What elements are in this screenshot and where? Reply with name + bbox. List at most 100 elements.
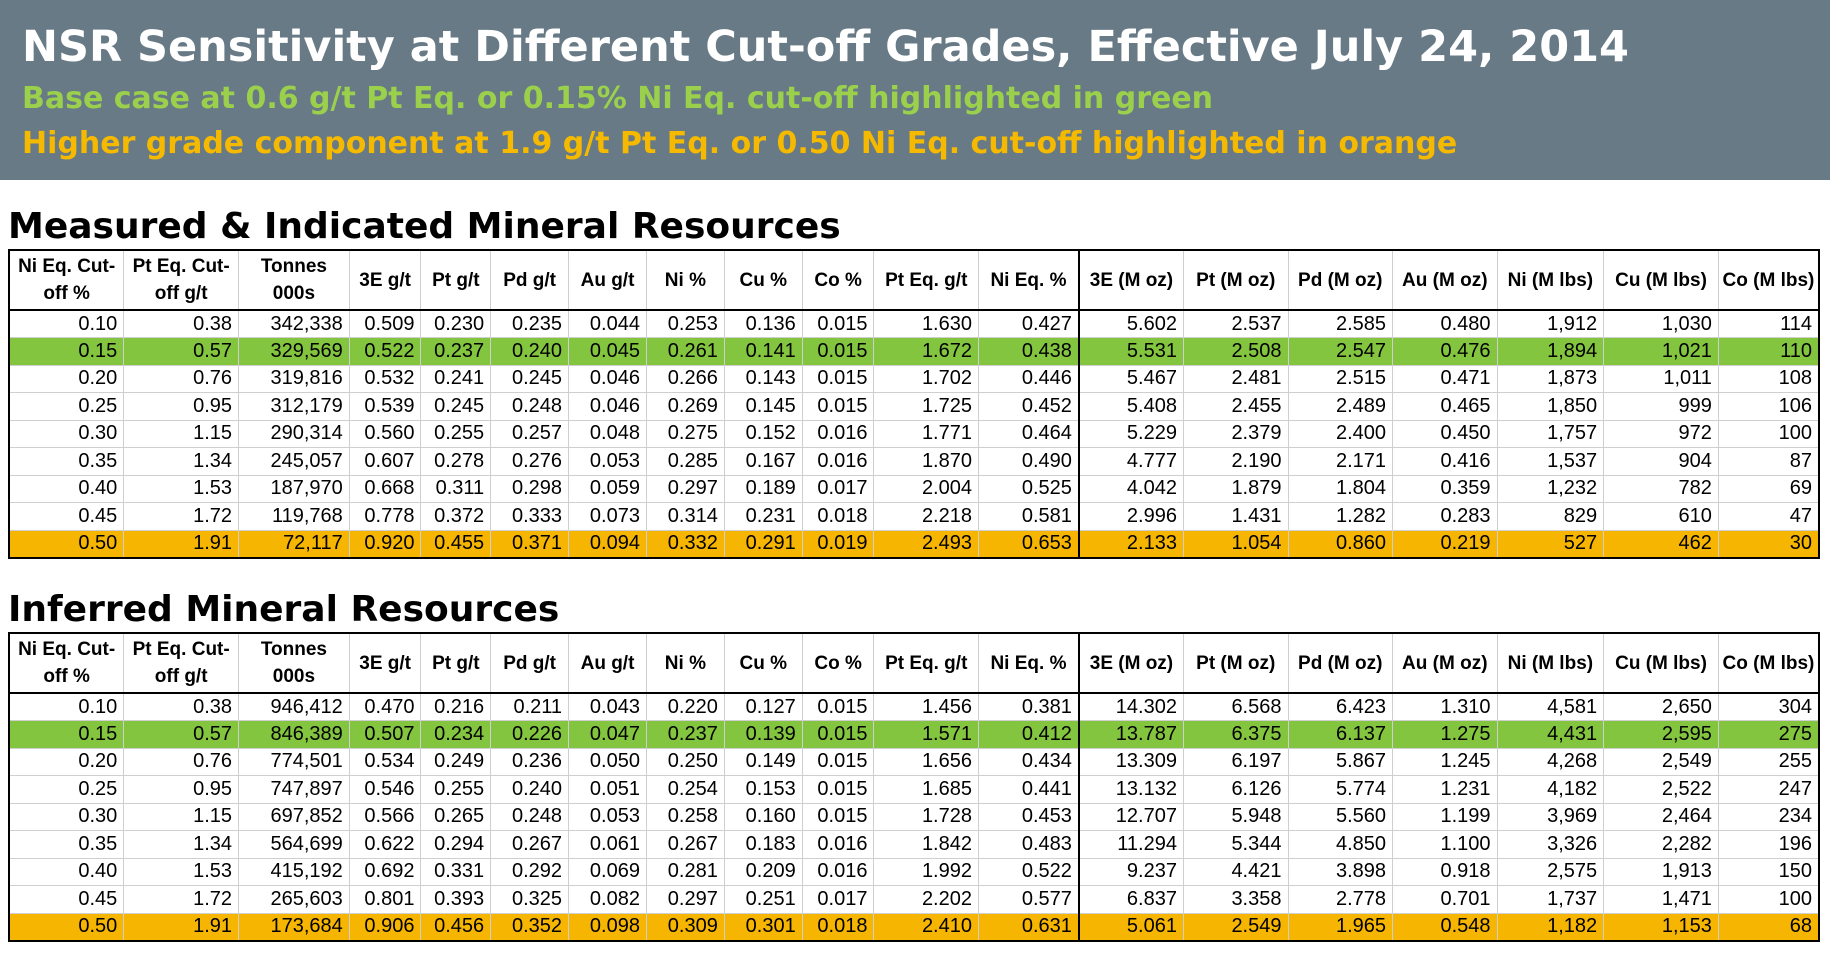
table-cell: 829 [1497, 502, 1605, 531]
table-cell: 2.778 [1288, 885, 1394, 914]
column-header: Ni % [646, 250, 725, 311]
table-cell: 6.837 [1078, 885, 1184, 914]
table-cell: 13.309 [1078, 748, 1184, 776]
table-cell: 0.278 [420, 447, 492, 476]
table-row: 0.35 1.34 564,699 0.622 0.294 0.267 0.061 0.267… [9, 830, 1820, 859]
table-cell: 2.508 [1183, 337, 1289, 366]
table-cell: 5.948 [1183, 803, 1289, 831]
table-row: 0.10 0.38 342,338 0.509 0.230 0.235 0.044 0.253… [9, 310, 1820, 338]
table-cell: 0.480 [1392, 310, 1498, 338]
column-header: Pd g/t [490, 633, 570, 694]
table-row: 0.20 0.76 319,816 0.532 0.241 0.245 0.046 0.266… [9, 365, 1820, 393]
table-cell: 13.787 [1078, 720, 1184, 749]
column-header: Ni (M lbs) [1497, 633, 1605, 694]
table-cell: 1.630 [873, 310, 979, 338]
table-cell: 2.549 [1183, 913, 1289, 941]
table-cell: 0.261 [646, 337, 725, 366]
table-cell: 0.25 [9, 775, 125, 804]
table-cell: 5.531 [1078, 337, 1184, 366]
table-cell: 0.241 [420, 365, 492, 393]
table-cell: 0.211 [490, 693, 570, 721]
table-cell: 0.017 [802, 475, 875, 503]
table-cell: 0.40 [9, 475, 125, 503]
table-cell: 187,970 [238, 475, 350, 503]
table-cell: 0.127 [724, 693, 803, 721]
table-cell: 0.352 [490, 913, 570, 941]
table-cell: 4,581 [1497, 693, 1605, 721]
table-cell: 0.209 [724, 858, 803, 886]
table-cell: 0.446 [978, 365, 1080, 393]
table-cell: 0.073 [568, 502, 647, 531]
table-cell: 0.297 [646, 885, 725, 914]
table-cell: 0.015 [802, 720, 875, 749]
table-cell: 1.054 [1183, 530, 1289, 558]
table-cell: 3,326 [1497, 830, 1605, 859]
table-cell: 0.018 [802, 913, 875, 941]
table-cell: 0.143 [724, 365, 803, 393]
table-cell: 0.245 [420, 392, 492, 421]
table-cell: 1.310 [1392, 693, 1498, 721]
table-cell: 2.004 [873, 475, 979, 503]
table-cell: 5.229 [1078, 420, 1184, 448]
table-cell: 2,522 [1603, 775, 1719, 804]
table-cell: 1.879 [1183, 475, 1289, 503]
table-cell: 0.10 [9, 693, 125, 721]
table-cell: 2,464 [1603, 803, 1719, 831]
table-cell: 234 [1718, 803, 1820, 831]
table-cell: 304 [1718, 693, 1820, 721]
table-cell: 0.061 [568, 830, 647, 859]
column-header: Co (M lbs) [1718, 633, 1820, 694]
column-header: 3E g/t [349, 633, 422, 694]
table-cell: 0.015 [802, 803, 875, 831]
table-cell: 5.602 [1078, 310, 1184, 338]
table-row: 0.40 1.53 187,970 0.668 0.311 0.298 0.059 0.297… [9, 475, 1820, 503]
column-header-line: 3E (M oz) [1089, 269, 1174, 291]
column-header-line: Pd g/t [503, 269, 556, 291]
table-cell: 5.467 [1078, 365, 1184, 393]
table-cell: 0.240 [490, 775, 570, 804]
table-cell: 108 [1718, 365, 1820, 393]
higher-grade-note: Higher grade component at 1.9 g/t Pt Eq.… [22, 126, 1458, 161]
table-header-row: Ni Eq. Cut-off % Pt Eq. Cut-off g/t Tonnes… [9, 250, 1820, 311]
table-cell: 1,182 [1497, 913, 1605, 941]
column-header: Au g/t [568, 250, 647, 311]
table-cell: 0.269 [646, 392, 725, 421]
table-cell: 247 [1718, 775, 1820, 804]
column-header-line: Ni % [664, 269, 706, 291]
table-cell: 1.804 [1288, 475, 1394, 503]
table-cell: 0.470 [349, 693, 422, 721]
table-cell: 0.546 [349, 775, 422, 804]
column-header: Pt Eq. g/t [873, 250, 979, 311]
table-cell: 0.525 [978, 475, 1080, 503]
table-cell: 0.015 [802, 775, 875, 804]
column-header-line: Cu (M lbs) [1615, 269, 1707, 291]
table-cell: 3,969 [1497, 803, 1605, 831]
table-cell: 0.76 [123, 365, 240, 393]
table-cell: 0.249 [420, 748, 492, 776]
table-cell: 173,684 [238, 913, 350, 941]
table-cell: 0.017 [802, 885, 875, 914]
column-header: Pt (M oz) [1183, 633, 1289, 694]
table-cell: 2.547 [1288, 337, 1394, 366]
table-row: 0.50 1.91 173,684 0.906 0.456 0.352 0.098 0.309… [9, 913, 1820, 941]
table-cell: 1.771 [873, 420, 979, 448]
table-cell: 1.100 [1392, 830, 1498, 859]
table-cell: 0.043 [568, 693, 647, 721]
table-cell: 0.015 [802, 748, 875, 776]
table-cell: 0.276 [490, 447, 570, 476]
table-cell: 0.522 [978, 858, 1080, 886]
inferred-title: Inferred Mineral Resources [8, 589, 560, 630]
column-header-line: Pd g/t [503, 652, 556, 674]
column-header-line: Ni % [664, 652, 706, 674]
column-header-line: 3E g/t [359, 652, 411, 674]
table-cell: 2.996 [1078, 502, 1184, 531]
table-cell: 1.571 [873, 720, 979, 749]
table-cell: 0.046 [568, 365, 647, 393]
table-cell: 1.672 [873, 337, 979, 366]
table-cell: 0.015 [802, 365, 875, 393]
table-cell: 0.332 [646, 530, 725, 558]
table-cell: 2.410 [873, 913, 979, 941]
column-header-line: 000s [272, 283, 316, 304]
table-cell: 0.359 [1392, 475, 1498, 503]
column-header: Pd (M oz) [1288, 633, 1394, 694]
